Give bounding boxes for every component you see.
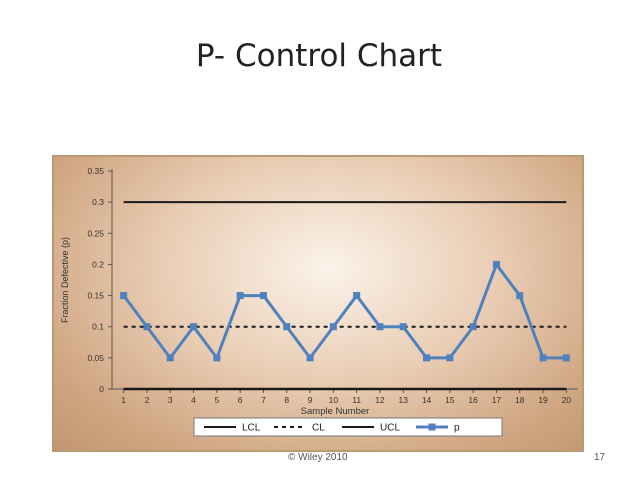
x-tick-label: 12 [375, 395, 385, 405]
legend-p-marker [428, 423, 436, 431]
x-tick-label: 11 [352, 395, 361, 405]
series-p-point [423, 354, 431, 362]
x-tick-label: 13 [399, 395, 409, 405]
series-p-point [446, 354, 454, 362]
x-tick-label: 19 [538, 395, 548, 405]
series-p-point [236, 292, 244, 300]
series-p-point [516, 292, 524, 300]
x-axis-title: Sample Number [301, 406, 370, 417]
x-tick-label: 9 [308, 395, 313, 405]
series-p-point [353, 292, 361, 300]
p-control-chart: 00.050.10.150.20.250.30.351 2 3 4 5 6 7 8 9 10 11 1… [60, 166, 578, 437]
slide-title: P- Control Chart [195, 38, 443, 74]
y-tick-label: 0 [99, 384, 104, 394]
x-tick-label: 4 [191, 395, 196, 405]
series-p-line [122, 262, 567, 360]
series-p-point [539, 354, 547, 362]
x-tick-label: 1 [121, 395, 126, 405]
y-tick-label: 0.35 [87, 166, 104, 176]
series-p-point [166, 354, 174, 362]
series-p-point [283, 323, 291, 331]
series-p-point [562, 354, 570, 362]
series-p-point [213, 354, 221, 362]
x-tick-label: 14 [422, 395, 432, 405]
x-tick-label: 10 [329, 395, 339, 405]
y-tick-label: 0.2 [92, 259, 104, 269]
series-p-point [469, 323, 477, 331]
legend-cl-label: CL [312, 423, 325, 434]
series-p-point [259, 292, 267, 300]
y-tick-label: 0.15 [87, 291, 104, 301]
x-tick-label: 5 [214, 395, 219, 405]
x-tick-label: 7 [261, 395, 266, 405]
series-p-point [399, 323, 407, 331]
x-tick-label: 20 [562, 395, 572, 405]
series-p-point [143, 323, 151, 331]
series-p-point [190, 323, 198, 331]
page-number: 17 [594, 452, 606, 463]
x-tick-label: 18 [515, 395, 525, 405]
series-p-point [329, 323, 337, 331]
y-tick-label: 0.25 [87, 228, 104, 238]
legend-ucl-label: UCL [380, 423, 400, 434]
y-axis-title: Fraction Defective (p) [60, 237, 70, 323]
x-tick-label: 8 [284, 395, 289, 405]
series-p-point [376, 323, 384, 331]
x-tick-label: 15 [445, 395, 455, 405]
legend-p-label: p [454, 423, 460, 434]
x-tick-label: 17 [492, 395, 502, 405]
series-p-point [492, 260, 500, 268]
chart-panel: 0 0.05 0.1 0.15 0.2 0.25 0.3 0.35 1 2 3 4 5 6 7 8 9 10 11 1… [52, 155, 584, 452]
x-tick-label: 6 [238, 395, 243, 405]
x-tick-label: 3 [168, 395, 173, 405]
series-p-point [120, 292, 128, 300]
y-tick-label: 0.05 [87, 353, 104, 363]
x-tick-label: 16 [468, 395, 478, 405]
series-p-point [306, 354, 314, 362]
y-tick-label: 0.1 [92, 322, 104, 332]
y-tick-label: 0.3 [92, 197, 104, 207]
x-tick-label: 2 [145, 395, 150, 405]
copyright-footer: © Wiley 2010 [288, 452, 348, 463]
legend-lcl-label: LCL [242, 423, 261, 434]
